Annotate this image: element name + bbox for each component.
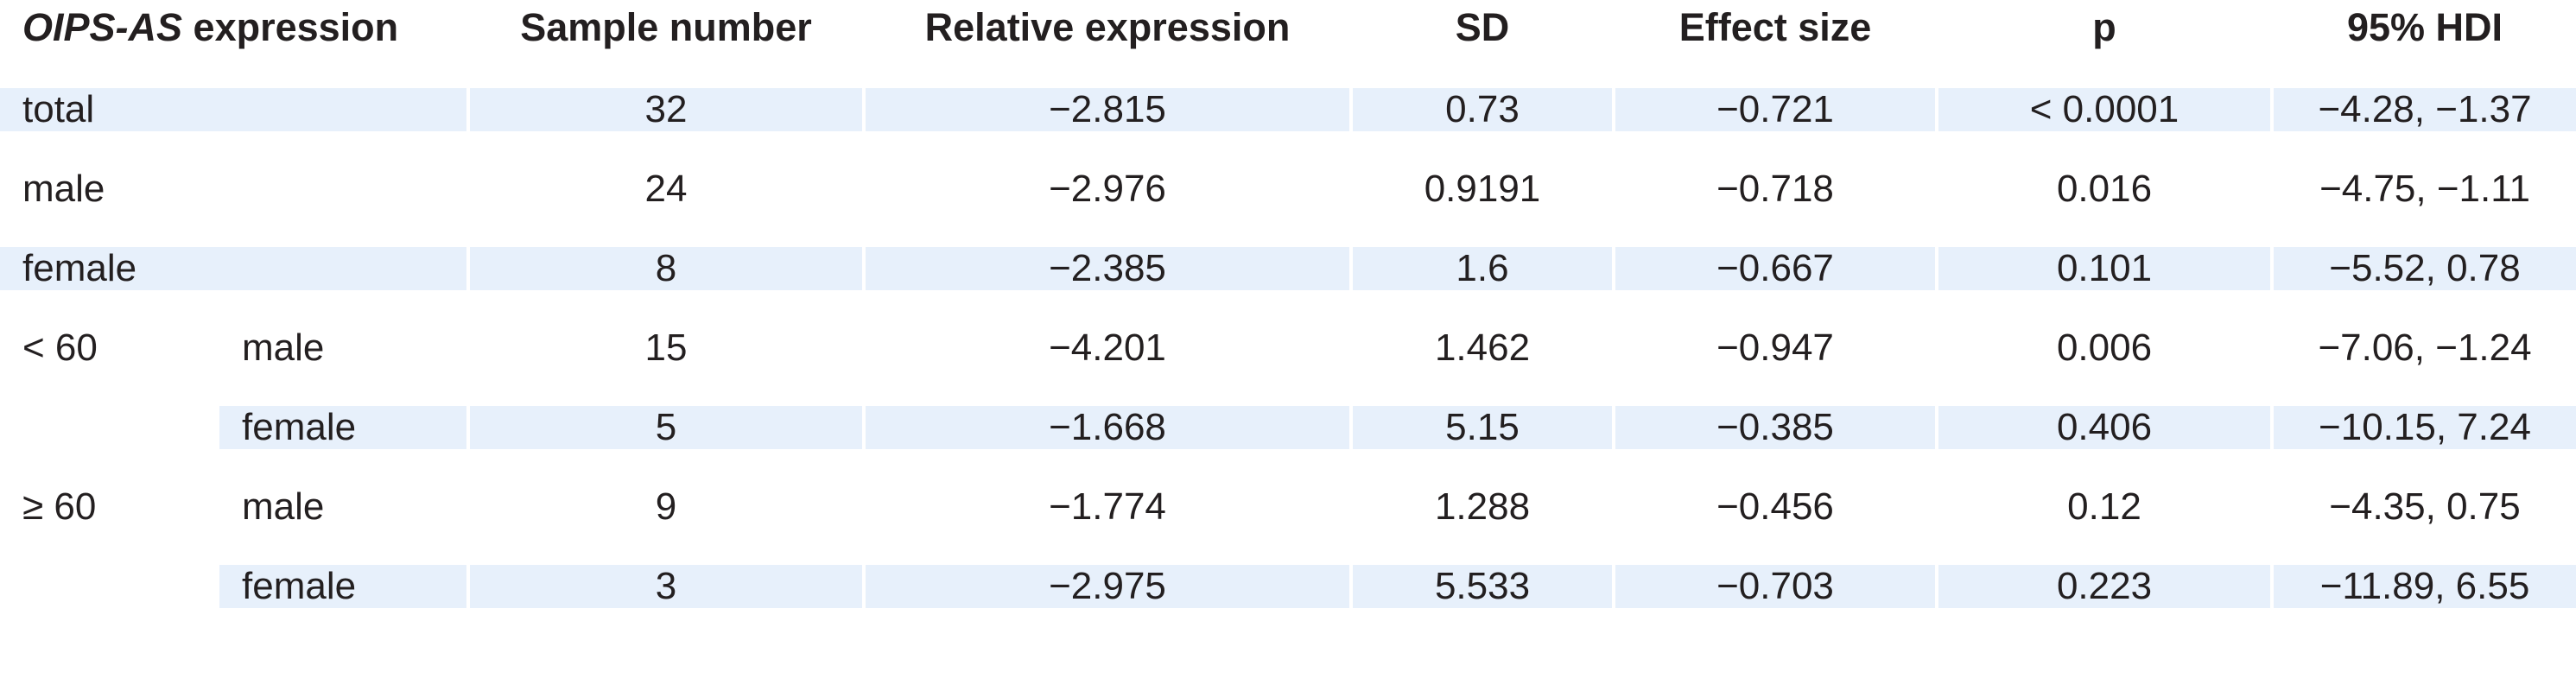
- cell-sd: 1.288: [1434, 485, 1531, 528]
- cell-sample-number: 8: [470, 247, 862, 290]
- table-row: male 24 −2.976 0.9191 −0.718 0.016 −4.75…: [0, 168, 2576, 244]
- cell-sd: 5.533: [1353, 565, 1612, 608]
- cell-p: 0.406: [1938, 406, 2270, 449]
- table-header-row: OIPS-AS expression Sample number Relativ…: [0, 5, 2576, 86]
- cell-effect-size: −0.456: [1716, 485, 1834, 528]
- table-row: ≥ 60 male 9 −1.774 1.288 −0.456 0.12 −4.…: [0, 485, 2576, 561]
- cell-p: 0.101: [1938, 247, 2270, 290]
- cell-group: < 60: [22, 326, 98, 369]
- cell-effect-size: −0.667: [1615, 247, 1935, 290]
- cell-p: < 0.0001: [1938, 88, 2270, 131]
- cell-sd: 0.73: [1353, 88, 1612, 131]
- cell-group: female: [0, 247, 466, 290]
- cell-subgroup: female: [219, 565, 466, 608]
- table-row: < 60 male 15 −4.201 1.462 −0.947 0.006 −…: [0, 326, 2576, 403]
- cell-sd: 5.15: [1353, 406, 1612, 449]
- cell-p: 0.12: [2067, 485, 2141, 528]
- cell-effect-size: −0.947: [1716, 326, 1834, 369]
- header-expression-label: expression: [182, 5, 399, 49]
- table-row: female 5 −1.668 5.15 −0.385 0.406 −10.15…: [0, 406, 2576, 480]
- cell-sample-number: 9: [655, 485, 677, 528]
- cell-effect-size: −0.718: [1716, 168, 1834, 210]
- cell-effect-size: −0.721: [1615, 88, 1935, 131]
- cell-relative-expression: −2.385: [866, 247, 1349, 290]
- cell-sample-number: 5: [470, 406, 862, 449]
- cell-relative-expression: −2.815: [866, 88, 1349, 131]
- table-row: female 3 −2.975 5.533 −0.703 0.223 −11.8…: [0, 565, 2576, 639]
- cell-relative-expression: −2.976: [1049, 168, 1166, 210]
- cell-hdi: −7.06, −1.24: [2318, 326, 2532, 369]
- cell-relative-expression: −1.668: [866, 406, 1349, 449]
- cell-hdi: −4.28, −1.37: [2274, 88, 2576, 131]
- cell-p: 0.016: [2056, 168, 2153, 210]
- cell-p: 0.006: [2056, 326, 2153, 369]
- cell-relative-expression: −2.975: [866, 565, 1349, 608]
- cell-relative-expression: −4.201: [1049, 326, 1166, 369]
- cell-effect-size: −0.385: [1615, 406, 1935, 449]
- cell-hdi: −10.15, 7.24: [2274, 406, 2576, 449]
- table-row: female 8 −2.385 1.6 −0.667 0.101 −5.52, …: [0, 247, 2576, 321]
- cell-sd: 0.9191: [1424, 168, 1541, 210]
- cell-subgroup: male: [242, 485, 325, 528]
- cell-group: ≥ 60: [22, 485, 97, 528]
- cell-sd: 1.6: [1353, 247, 1612, 290]
- header-hdi: 95% HDI: [2346, 5, 2503, 49]
- cell-relative-expression: −1.774: [1049, 485, 1166, 528]
- cell-group: total: [0, 88, 466, 131]
- cell-hdi: −11.89, 6.55: [2274, 565, 2576, 608]
- cell-sample-number: 3: [470, 565, 862, 608]
- cell-sd: 1.462: [1434, 326, 1531, 369]
- header-p: p: [2092, 5, 2116, 49]
- table-row: total 32 −2.815 0.73 −0.721 < 0.0001 −4.…: [0, 88, 2576, 162]
- header-expression: OIPS-AS expression: [0, 5, 466, 50]
- cell-sample-number: 15: [644, 326, 688, 369]
- cell-subgroup: female: [219, 406, 466, 449]
- header-effect-size: Effect size: [1678, 5, 1872, 49]
- header-gene-name: OIPS-AS: [22, 5, 183, 49]
- cell-p: 0.223: [1938, 565, 2270, 608]
- header-sd: SD: [1455, 5, 1510, 49]
- header-relative-expression: Relative expression: [924, 5, 1291, 49]
- cell-effect-size: −0.703: [1615, 565, 1935, 608]
- cell-group: male: [22, 168, 105, 210]
- cell-hdi: −5.52, 0.78: [2274, 247, 2576, 290]
- cell-sample-number: 24: [644, 168, 688, 210]
- cell-subgroup: male: [242, 326, 325, 369]
- cell-hdi: −4.35, 0.75: [2329, 485, 2521, 528]
- cell-sample-number: 32: [470, 88, 862, 131]
- cell-hdi: −4.75, −1.11: [2319, 168, 2530, 210]
- header-sample-number: Sample number: [520, 5, 812, 49]
